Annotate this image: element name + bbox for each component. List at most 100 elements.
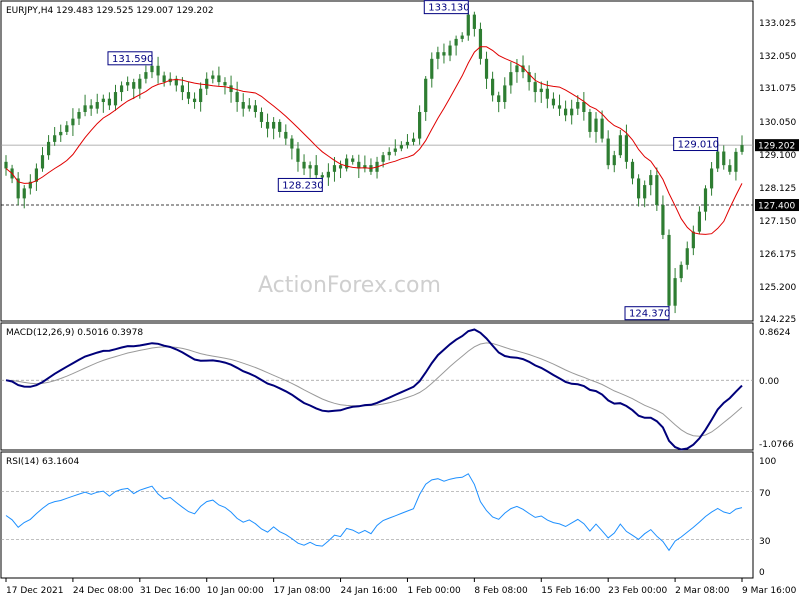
- candle-body: [655, 175, 659, 206]
- candle-body: [180, 85, 184, 93]
- current-price-tag-label: 129.202: [758, 142, 795, 152]
- candle-body: [478, 28, 483, 59]
- candle-body: [418, 111, 422, 139]
- candle-body: [241, 102, 245, 109]
- candle-body: [557, 105, 562, 109]
- candle-body: [4, 161, 8, 169]
- price-y-tick: 130.050: [759, 118, 796, 128]
- candle-body: [533, 82, 537, 93]
- candles: [4, 10, 744, 314]
- annotation-box: [423, 0, 469, 15]
- price-panel-frame: [0, 0, 754, 322]
- candle-body: [34, 168, 39, 182]
- price-y-tick: 128.125: [759, 184, 796, 194]
- annotation-label: 128.230: [282, 180, 323, 191]
- candle-body: [296, 148, 300, 162]
- annotation-box: [277, 177, 323, 192]
- candle-body: [132, 82, 136, 89]
- candle-body: [113, 92, 118, 106]
- candle-body: [484, 58, 489, 79]
- candle-body: [107, 98, 112, 106]
- candle-body: [205, 78, 209, 89]
- candle-body: [442, 52, 446, 56]
- candle-body: [448, 45, 452, 56]
- candle-body: [247, 105, 251, 109]
- price-y-tick: 124.225: [759, 315, 796, 325]
- annotation-label: 124.370: [629, 309, 670, 320]
- candle-body: [393, 148, 397, 152]
- candle-body: [679, 264, 683, 279]
- macd-panel-header: MACD(12,26,9) 0.5016 0.3978: [6, 328, 143, 338]
- candle-body: [722, 151, 726, 166]
- candle-body: [40, 155, 45, 169]
- candle-body: [278, 121, 282, 132]
- price-y-tick: 133.025: [759, 19, 796, 29]
- price-y-tick: 132.050: [759, 52, 796, 62]
- candle-body: [351, 158, 355, 162]
- candle-body: [138, 78, 142, 89]
- candle-body: [673, 278, 677, 306]
- candle-body: [223, 82, 227, 86]
- candle-body: [65, 125, 69, 132]
- rsi-panel-header: RSI(14) 63.1604: [6, 457, 79, 467]
- candle-body: [308, 165, 312, 169]
- candle-body: [235, 92, 239, 103]
- moving-average-line: [5, 46, 743, 235]
- x-tick-label: 1 Feb 00:00: [407, 586, 461, 596]
- candle-body: [691, 231, 695, 249]
- candle-body: [357, 161, 361, 169]
- candle-body: [466, 14, 470, 36]
- x-tick-label: 10 Jan 00:00: [207, 586, 264, 596]
- price-y-tick: 129.100: [759, 151, 796, 161]
- price-annotations: 131.590 128.230 133.130 124.370 129.010: [107, 0, 719, 321]
- candle-body: [345, 158, 349, 169]
- candle-body: [265, 121, 270, 129]
- moving-average: [5, 46, 743, 235]
- rsi-line: [5, 473, 743, 552]
- candle-body: [229, 85, 233, 93]
- candle-body: [381, 155, 385, 162]
- macd-lines: [5, 328, 743, 451]
- candle-body: [576, 102, 580, 109]
- x-tick-label: 31 Dec 16:00: [140, 586, 201, 596]
- candle-body: [424, 78, 428, 112]
- candle-body: [618, 135, 622, 156]
- rsi-y-tick: 0: [759, 568, 765, 578]
- candle-body: [211, 75, 215, 79]
- annotation-box: [107, 51, 153, 66]
- x-tick-label: 17 Jan 08:00: [274, 586, 331, 596]
- macd-y-tick: -1.0766: [759, 440, 794, 450]
- candle-body: [497, 95, 501, 103]
- candle-body: [661, 205, 665, 235]
- candle-body: [16, 178, 20, 199]
- candle-body: [630, 161, 635, 179]
- price-y-axis: 124.225 125.200 126.175 127.150 128.125 …: [759, 19, 796, 325]
- candle-body: [302, 161, 306, 169]
- x-tick-label: 2 Mar 08:00: [675, 586, 730, 596]
- candle-body: [600, 118, 604, 139]
- candle-body: [740, 145, 744, 152]
- price-y-tick: 125.200: [759, 283, 796, 293]
- candle-body: [186, 92, 191, 99]
- candle-body: [259, 111, 264, 122]
- candle-body: [521, 65, 525, 73]
- candle-body: [387, 151, 391, 156]
- macd-panel-frame: [0, 322, 754, 451]
- annotation-label: 129.010: [678, 140, 719, 151]
- candle-body: [472, 14, 476, 29]
- candle-body: [582, 102, 586, 112]
- candle-body: [399, 145, 403, 149]
- candle-body: [89, 105, 93, 109]
- candle-body: [545, 88, 549, 99]
- candle-body: [332, 165, 337, 172]
- annotation-label: 131.590: [112, 54, 153, 65]
- rsi-y-tick: 100: [759, 457, 776, 467]
- candle-body: [685, 248, 689, 265]
- candle-body: [454, 38, 458, 46]
- price-tags: 129.202 127.400: [755, 139, 799, 212]
- candle-body: [527, 72, 531, 83]
- candle-body: [667, 234, 671, 306]
- rsi-y-axis: 100 70 30 0: [759, 457, 776, 578]
- rsi-line: [5, 473, 743, 552]
